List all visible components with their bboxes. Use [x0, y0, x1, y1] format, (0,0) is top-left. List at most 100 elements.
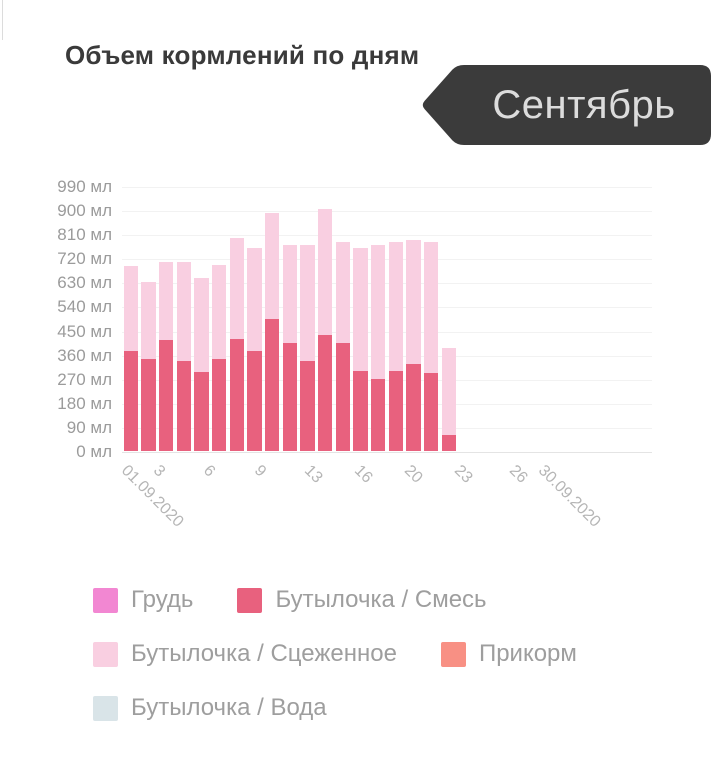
y-tick-label: 630 мл	[57, 273, 112, 293]
bar-day-11[interactable]	[300, 244, 315, 451]
bar-day-13-segment-1	[335, 242, 351, 343]
bar-day-10-segment-0	[282, 342, 298, 451]
chart-legend: Грудь Бутылочка / Смесь Бутылочка / Сцежен…	[93, 585, 671, 723]
legend-swatch-icon	[93, 641, 118, 667]
bar-day-4-segment-1	[176, 262, 192, 362]
bar-day-4[interactable]	[176, 262, 192, 451]
gridline	[122, 427, 652, 429]
legend-swatch-icon	[93, 587, 118, 613]
gridline	[122, 211, 652, 213]
bar-day-5-segment-1	[194, 278, 209, 373]
legend-label: Грудь	[131, 586, 194, 613]
bar-day-6-segment-1	[211, 264, 227, 359]
bar-day-16[interactable]	[388, 242, 404, 451]
page-title: Объем кормлений по дням	[65, 40, 420, 70]
bar-day-14-segment-1	[353, 247, 368, 371]
bar-day-15[interactable]	[370, 244, 386, 451]
y-tick-label: 990 мл	[57, 177, 112, 196]
bar-day-14-segment-0	[353, 370, 368, 451]
bar-day-14[interactable]	[353, 247, 368, 451]
gridline	[122, 283, 652, 285]
y-tick-label: 360 мл	[57, 345, 112, 365]
month-tag-shape	[422, 65, 711, 145]
y-tick-label: 180 мл	[57, 393, 112, 413]
bar-day-3[interactable]	[158, 262, 174, 451]
bar-day-19[interactable]	[441, 347, 457, 451]
x-tick-label: 3	[149, 462, 169, 481]
y-tick-label: 90 мл	[66, 417, 112, 437]
bar-day-2[interactable]	[141, 282, 156, 451]
bar-day-9-segment-1	[264, 212, 280, 319]
bar-day-18-segment-0	[423, 373, 439, 451]
x-tick-label: 20	[400, 462, 426, 487]
bar-day-18[interactable]	[423, 242, 439, 451]
bar-day-16-segment-0	[388, 370, 404, 451]
bar-day-5-segment-0	[194, 372, 209, 451]
y-tick-label: 450 мл	[57, 321, 112, 341]
y-tick-label: 0 мл	[76, 442, 112, 461]
gridline	[122, 331, 652, 333]
legend-label: Бутылочка / Смесь	[275, 586, 487, 613]
gridline	[122, 355, 652, 357]
bar-day-1-segment-1	[123, 266, 139, 351]
gridline	[122, 452, 652, 453]
bar-day-8-segment-0	[247, 350, 262, 451]
gridline	[122, 379, 652, 381]
bar-day-6[interactable]	[211, 264, 227, 451]
bar-day-3-segment-0	[158, 339, 174, 451]
bar-day-10-segment-1	[282, 244, 298, 343]
legend-swatch-icon	[440, 641, 466, 667]
bar-day-9-segment-0	[264, 318, 280, 451]
bar-day-1[interactable]	[123, 266, 139, 451]
legend-label: Прикорм	[478, 640, 577, 667]
plot-area	[122, 187, 652, 453]
legend-swatch-icon	[237, 587, 263, 613]
legend-item-0: Грудь	[93, 585, 193, 615]
legend-item-3: Прикорм	[440, 639, 577, 669]
bar-day-13[interactable]	[335, 242, 351, 451]
legend-label: Бутылочка / Вода	[131, 694, 327, 721]
bar-day-12[interactable]	[317, 208, 333, 451]
bar-day-9[interactable]	[264, 212, 280, 451]
bar-day-12-segment-0	[317, 334, 333, 451]
y-tick-label: 900 мл	[57, 201, 112, 221]
month-selector[interactable]: Сентябрь	[420, 64, 712, 146]
bar-day-8[interactable]	[247, 247, 262, 451]
bar-day-1-segment-0	[123, 350, 139, 451]
y-tick-label: 270 мл	[57, 369, 112, 389]
x-tick-label: 16	[350, 462, 376, 487]
bar-day-5[interactable]	[194, 278, 209, 451]
gridline	[122, 307, 652, 309]
legend-item-2: Бутылочка / Сцеженное	[93, 639, 397, 669]
bar-day-17-segment-0	[406, 364, 421, 451]
bar-day-18-segment-1	[423, 242, 439, 374]
bar-day-13-segment-0	[335, 342, 351, 451]
month-label: Сентябрь	[492, 82, 676, 127]
y-tick-label: 720 мл	[57, 249, 112, 269]
bar-day-16-segment-1	[388, 242, 404, 371]
bar-day-7[interactable]	[229, 238, 245, 451]
bar-day-10[interactable]	[282, 244, 298, 451]
legend-label: Бутылочка / Сцеженное	[131, 640, 397, 667]
bar-day-12-segment-1	[317, 208, 333, 335]
bar-day-19-segment-0	[441, 434, 457, 451]
bar-day-19-segment-1	[441, 347, 457, 435]
bar-day-3-segment-1	[158, 262, 174, 340]
bar-day-7-segment-0	[229, 338, 245, 451]
bar-day-7-segment-1	[229, 238, 245, 339]
bar-day-15-segment-1	[370, 244, 386, 379]
x-tick-label: 9	[250, 462, 270, 481]
legend-item-1: Бутылочка / Смесь	[237, 585, 487, 615]
feedings-bar-chart: 990 мл 900 мл 810 мл 720 мл 630 мл 540 мл 450 …	[57, 177, 652, 531]
x-tick-label: 30.09.2020	[534, 462, 604, 531]
bar-day-2-segment-0	[141, 358, 156, 451]
bar-day-11-segment-1	[300, 244, 315, 362]
bar-day-15-segment-0	[370, 378, 386, 451]
gridline	[122, 259, 652, 261]
legend-item-4: Бутылочка / Вода	[93, 693, 327, 723]
bar-day-11-segment-0	[300, 361, 315, 451]
bar-day-17-segment-1	[406, 239, 421, 365]
x-tick-label: 26	[505, 462, 531, 487]
bar-day-17[interactable]	[406, 239, 421, 451]
